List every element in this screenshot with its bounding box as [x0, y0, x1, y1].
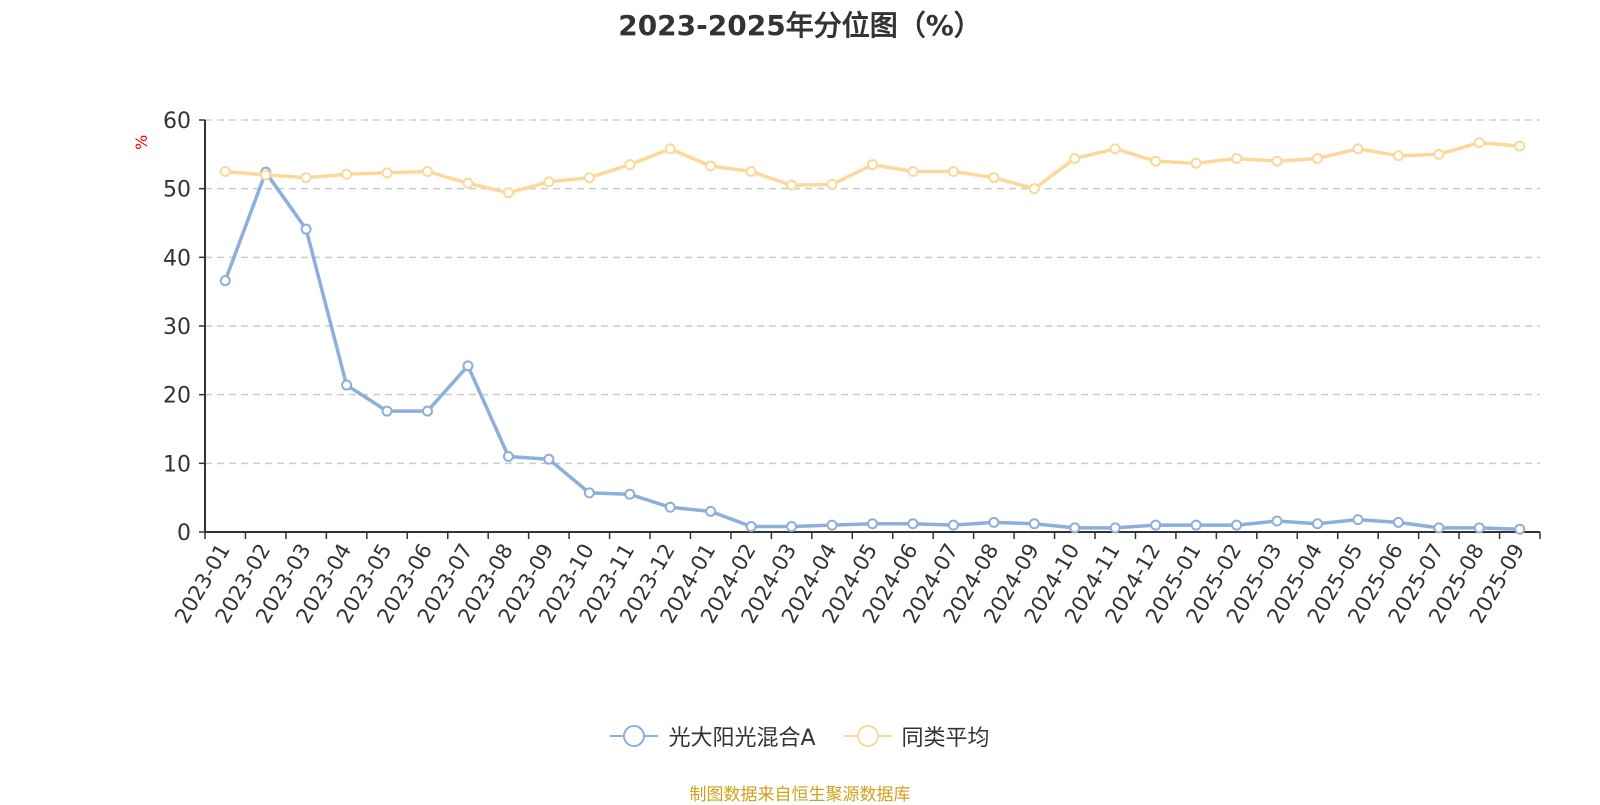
series-line-1 — [223, 170, 1520, 532]
series-1-point — [543, 453, 555, 465]
y-tick-label: 30 — [163, 315, 191, 340]
series-2-point — [1271, 155, 1283, 167]
series-1-point — [786, 521, 798, 533]
series-1-point — [381, 405, 393, 417]
series-2-point — [826, 179, 838, 191]
series-1-point — [1069, 522, 1081, 534]
series-2-point — [1150, 155, 1162, 167]
series-1-point — [1109, 522, 1121, 534]
y-tick-label: 50 — [163, 178, 191, 203]
y-tick-label: 20 — [163, 384, 191, 409]
series-1-point — [1190, 519, 1202, 531]
series-1-point — [867, 518, 878, 530]
series-2-point — [1231, 152, 1243, 164]
series-1-point — [1150, 519, 1162, 531]
series-2-point — [341, 168, 353, 180]
series-2-point — [1433, 148, 1445, 160]
y-tick-label: 10 — [163, 452, 191, 477]
series-1-point — [502, 450, 514, 462]
series-2-point — [1473, 137, 1485, 149]
series-1-point — [1231, 519, 1243, 531]
series-2-point — [219, 166, 231, 177]
series-2-point — [583, 172, 595, 184]
series-1-point — [583, 487, 595, 499]
series-2-point — [624, 159, 636, 171]
series-2-point — [786, 179, 798, 191]
series-1-point — [947, 519, 959, 531]
legend: 光大阳光混合A 同类平均 — [0, 720, 1600, 752]
legend-marker — [843, 725, 892, 747]
series-2-point — [705, 160, 717, 172]
legend-item-1[interactable]: 光大阳光混合A — [610, 720, 816, 752]
legend-marker — [610, 725, 659, 747]
series-2-point — [907, 166, 919, 177]
series-2-point — [1514, 140, 1526, 152]
series-1-point — [1312, 518, 1323, 530]
series-2-point — [300, 172, 312, 184]
y-axis-label: % — [132, 134, 151, 150]
y-tick-label: 0 — [177, 521, 191, 546]
series-2-point — [1069, 152, 1081, 164]
series-1-point — [705, 505, 717, 517]
series-1-point — [988, 516, 1000, 528]
series-2-point — [422, 166, 433, 177]
series-2-point — [1312, 152, 1323, 164]
series-2-point — [260, 169, 272, 181]
series-1-point — [1352, 514, 1364, 526]
series-2-point — [867, 159, 878, 171]
series-1-point — [219, 275, 231, 287]
series-2-point — [745, 166, 757, 177]
series-1-point — [664, 501, 676, 513]
series-1-point — [462, 360, 474, 372]
series-1-point — [1473, 522, 1485, 534]
series-1-point — [422, 405, 433, 417]
legend-label: 光大阳光混合A — [668, 726, 816, 751]
series-2-point — [502, 187, 514, 199]
series-1-point — [1271, 515, 1283, 527]
series-2-point — [1190, 157, 1202, 169]
series-1-point — [1514, 523, 1526, 535]
series-2-point — [1109, 143, 1121, 155]
series-1-point — [1433, 522, 1445, 534]
series-1-point — [1028, 518, 1040, 530]
series-2-point — [1028, 183, 1040, 195]
series-1-point — [745, 521, 757, 533]
series-2-point — [381, 167, 393, 179]
series-1-point — [341, 379, 353, 391]
legend-label: 同类平均 — [901, 726, 990, 751]
chart-title: 2023-2025年分位图（%） — [618, 9, 982, 42]
series-2-point — [947, 166, 959, 177]
series-2-point — [1392, 150, 1404, 162]
series-1-point — [907, 518, 919, 530]
series-1-point — [300, 223, 312, 235]
series-2-point — [988, 172, 1000, 184]
series-1-point — [624, 488, 636, 500]
y-tick-label: 60 — [163, 109, 191, 134]
legend-item-2[interactable]: 同类平均 — [843, 720, 990, 752]
series-2-point — [462, 177, 474, 189]
series-2-point — [1352, 143, 1364, 155]
series-1-point — [826, 519, 838, 531]
series-1-point — [1392, 516, 1404, 528]
data-source-footer: 制图数据来自恒生聚源数据库 — [689, 785, 911, 805]
y-tick-label: 40 — [163, 246, 191, 271]
series-2-point — [664, 143, 676, 155]
series-2-point — [543, 176, 555, 188]
